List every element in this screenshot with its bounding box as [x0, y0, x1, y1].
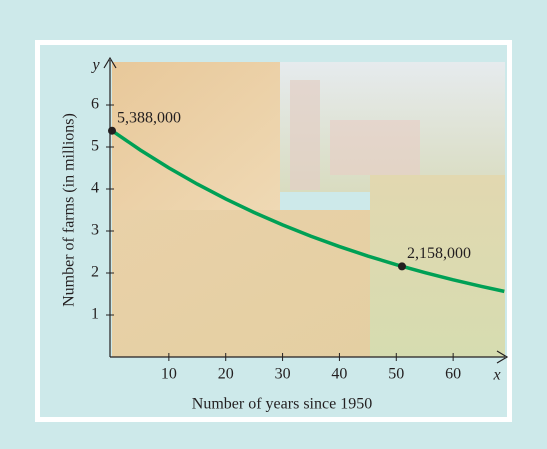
x-axis-arrow	[496, 350, 509, 364]
y-tick-label: 2	[91, 264, 99, 281]
point-label: 2,158,000	[407, 245, 471, 262]
y-tick-label: 5	[91, 138, 99, 155]
x-tick-label: 60	[445, 366, 461, 383]
y-axis-label: Number of farms (in millions)	[61, 113, 78, 307]
photo-background	[112, 62, 505, 357]
y-tick-label: 3	[91, 222, 99, 239]
y-tick-label: 1	[91, 306, 99, 323]
x-axis-letter: x	[492, 367, 500, 384]
y-tick-label: 4	[91, 180, 99, 197]
x-tick-label: 20	[218, 366, 234, 383]
x-axis-label: Number of years since 1950	[192, 396, 372, 413]
data-point	[397, 262, 406, 271]
curve	[111, 129, 505, 294]
x-tick-label: 50	[388, 366, 404, 383]
y-axis-letter: y	[90, 57, 100, 74]
y-axis-arrow	[103, 56, 117, 69]
data-point	[108, 126, 116, 135]
x-tick-label: 30	[275, 366, 291, 383]
y-tick-label: 6	[91, 96, 99, 113]
x-tick-label: 40	[331, 366, 347, 383]
point-label: 5,388,000	[117, 109, 181, 126]
x-tick-label: 10	[161, 366, 177, 383]
